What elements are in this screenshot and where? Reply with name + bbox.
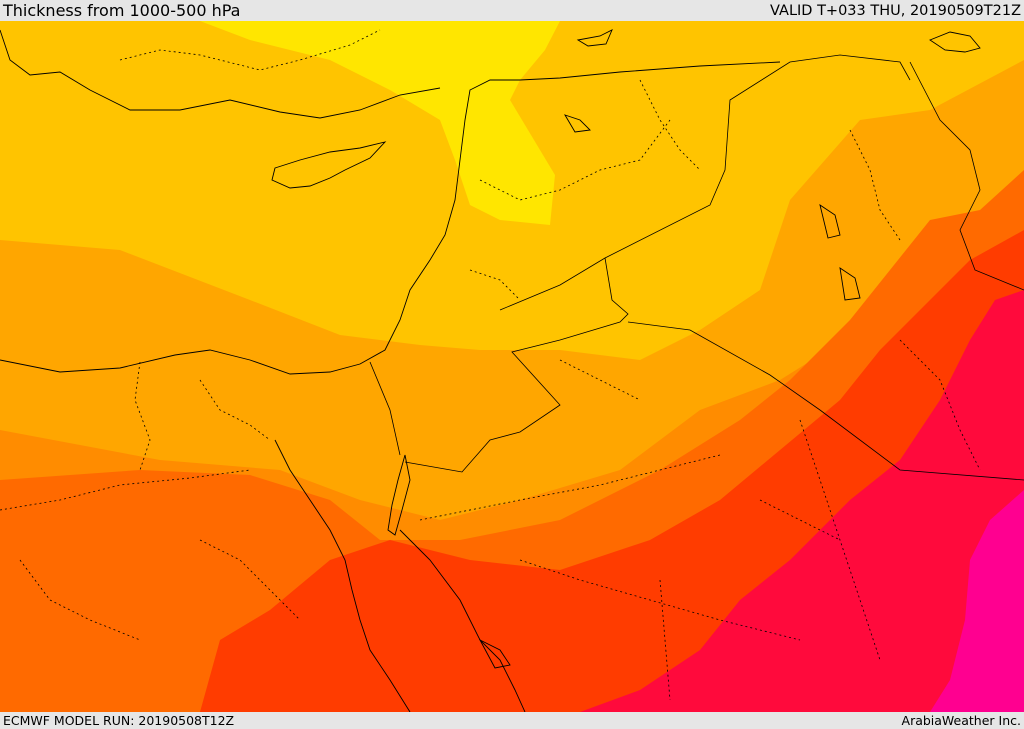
thickness-map[interactable] [0,21,1024,712]
band-bright-yellow [200,21,560,225]
coastlines [0,29,981,712]
credit-label: ArabiaWeather Inc. [901,713,1021,728]
band-pale-yellow-east [760,21,920,120]
map-title: Thickness from 1000-500 hPa [3,1,241,20]
band-red [580,290,1024,712]
valid-time: VALID T+033 THU, 20190509T21Z [770,3,1021,19]
country-borders [369,54,1024,481]
map-canvas [0,21,1024,712]
header-bar: Thickness from 1000-500 hPa VALID T+033 … [0,0,1024,21]
model-run-label: ECMWF MODEL RUN: 20190508T12Z [3,713,235,728]
province-borders [0,29,981,701]
footer-bar: ECMWF MODEL RUN: 20190508T12Z ArabiaWeat… [0,712,1024,729]
band-magenta [930,490,1024,712]
